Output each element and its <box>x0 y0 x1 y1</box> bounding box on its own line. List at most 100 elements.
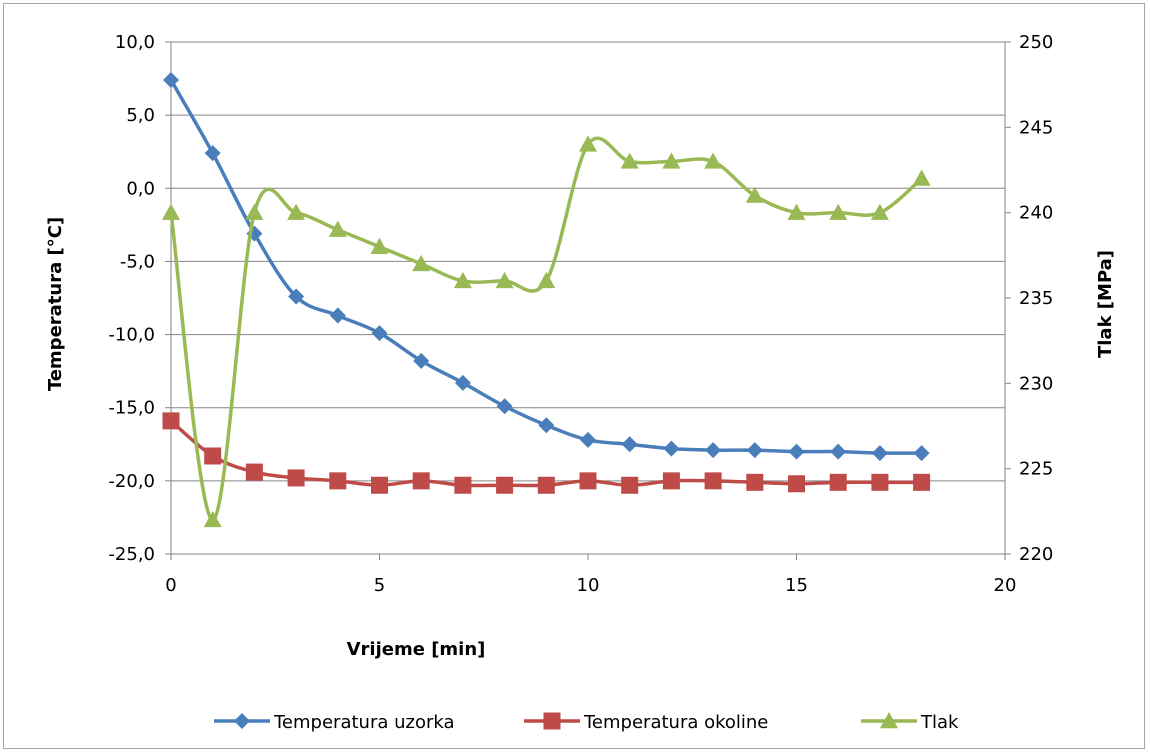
data-point <box>621 436 638 453</box>
data-point <box>328 220 347 237</box>
y-left-tick-label: 10,0 <box>115 32 155 53</box>
y-right-tick-label: 225 <box>1019 459 1053 480</box>
data-point <box>245 203 264 220</box>
data-point <box>913 445 930 462</box>
series-line <box>169 79 922 455</box>
data-point <box>620 152 639 169</box>
data-point <box>787 203 806 220</box>
data-point <box>745 186 764 203</box>
data-point <box>579 135 597 152</box>
legend-item-2: Temperatura okoline <box>524 712 768 733</box>
data-point <box>413 352 430 369</box>
y-left-tick-label: -25,0 <box>108 544 155 565</box>
y-right-tick-label: 245 <box>1019 117 1053 138</box>
data-point <box>204 447 222 465</box>
data-point <box>704 152 723 169</box>
data-point <box>496 398 513 415</box>
data-point <box>454 476 472 494</box>
data-point <box>163 72 179 89</box>
series-1 <box>163 72 930 462</box>
y-left-tick-label: -15,0 <box>108 398 155 419</box>
x-tick-label: 20 <box>994 575 1017 596</box>
x-tick-label: 10 <box>577 575 600 596</box>
data-point <box>245 463 263 481</box>
data-point <box>830 443 847 460</box>
data-point <box>829 473 847 491</box>
line-chart: 10,0 5,0 0,0 -5,0 -10,0 -15,0 -20,0 -25,0 250 245… <box>45 32 1116 733</box>
data-point <box>871 445 888 462</box>
data-point <box>495 271 514 289</box>
series-line <box>169 136 923 522</box>
tick-labels: 10,0 5,0 0,0 -5,0 -10,0 -15,0 -20,0 -25,0 250 245… <box>108 32 1053 596</box>
data-point <box>580 431 596 448</box>
series <box>162 72 931 528</box>
legend-label: Tlak <box>920 712 959 733</box>
data-point <box>912 169 931 186</box>
y-right-tick-label: 230 <box>1019 373 1053 394</box>
legend-marker <box>234 713 250 729</box>
y-left-tick-label: -20,0 <box>108 471 155 492</box>
data-point <box>704 472 722 490</box>
legend-label: Temperatura uzorka <box>273 712 455 733</box>
legend-marker <box>543 712 561 730</box>
data-point <box>329 307 346 324</box>
y-left-tick-label: 5,0 <box>126 105 155 126</box>
data-point <box>371 476 388 494</box>
data-point <box>662 472 680 490</box>
chart-frame: 10,0 5,0 0,0 -5,0 -10,0 -15,0 -20,0 -25,0 250 245… <box>3 3 1145 749</box>
data-point <box>788 443 805 460</box>
data-point <box>370 237 389 254</box>
y-right-tick-label: 240 <box>1019 203 1053 224</box>
data-point <box>705 442 722 459</box>
data-point <box>204 145 221 162</box>
data-point <box>537 271 556 289</box>
data-point <box>579 472 597 490</box>
data-point <box>203 510 222 528</box>
series-2 <box>162 412 931 494</box>
axes <box>165 41 1011 560</box>
data-point <box>162 412 180 430</box>
legend-label: Temperatura okoline <box>583 712 768 733</box>
legend-item-3: Tlak <box>861 712 959 733</box>
data-point <box>371 325 388 342</box>
y-right-tick-label: 235 <box>1019 288 1053 309</box>
data-point <box>288 288 305 305</box>
x-tick-label: 5 <box>374 575 385 596</box>
y-left-tick-label: 0,0 <box>126 178 155 199</box>
data-point <box>412 472 430 490</box>
data-point <box>871 473 889 491</box>
x-tick-label: 0 <box>165 575 176 596</box>
data-point <box>329 472 347 490</box>
data-point <box>496 476 514 494</box>
data-point <box>162 203 180 220</box>
data-point <box>870 203 889 220</box>
legend-item-1: Temperatura uzorka <box>214 712 455 733</box>
data-point <box>287 469 305 487</box>
x-tick-label: 15 <box>785 575 808 596</box>
gridlines <box>171 41 1005 555</box>
data-point <box>829 203 848 220</box>
y-right-axis-title: Tlak [MPa] <box>1095 250 1116 358</box>
y-left-axis-title: Temperatura [°C] <box>45 217 66 391</box>
legend: Temperatura uzorka Temperatura okoline Tla… <box>214 712 959 733</box>
data-point <box>746 442 763 459</box>
y-right-tick-label: 250 <box>1019 32 1053 53</box>
data-point <box>662 152 681 169</box>
data-point <box>913 473 931 491</box>
data-point <box>746 473 764 491</box>
data-point <box>788 475 805 493</box>
series-3 <box>162 135 931 528</box>
y-left-tick-label: -5,0 <box>120 251 155 272</box>
legend-marker <box>880 712 898 729</box>
data-point <box>412 254 431 272</box>
data-point <box>663 440 680 457</box>
data-point <box>453 271 472 289</box>
x-axis-title: Vrijeme [min] <box>347 639 486 660</box>
y-left-tick-label: -10,0 <box>108 325 155 346</box>
data-point <box>454 374 471 391</box>
data-point <box>537 476 555 494</box>
y-right-tick-label: 220 <box>1019 544 1053 565</box>
data-point <box>538 417 555 434</box>
data-point <box>621 476 639 494</box>
data-point <box>287 203 306 220</box>
